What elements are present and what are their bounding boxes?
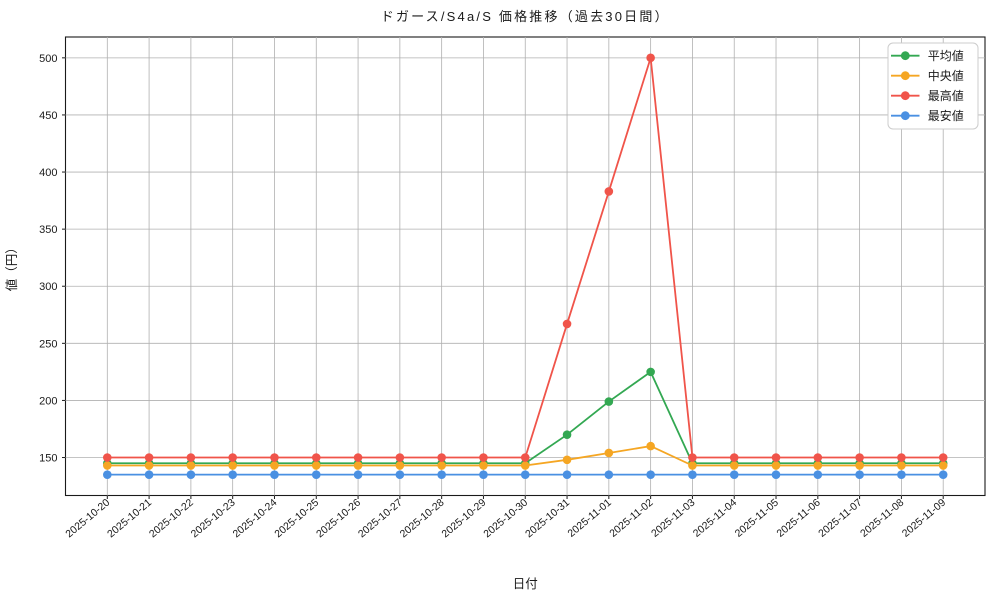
svg-text:300: 300 bbox=[39, 281, 57, 293]
svg-text:ドガース/S4a/S 価格推移（過去30日間）: ドガース/S4a/S 価格推移（過去30日間） bbox=[381, 9, 670, 24]
svg-text:450: 450 bbox=[39, 110, 57, 122]
svg-text:400: 400 bbox=[39, 167, 57, 179]
svg-text:350: 350 bbox=[39, 224, 57, 236]
svg-text:値（円）: 値（円） bbox=[4, 241, 19, 291]
svg-text:250: 250 bbox=[39, 338, 57, 350]
svg-text:150: 150 bbox=[39, 453, 57, 465]
svg-text:200: 200 bbox=[39, 395, 57, 407]
svg-text:平均値: 平均値 bbox=[928, 48, 964, 63]
svg-text:最安値: 最安値 bbox=[928, 108, 964, 123]
svg-text:日付: 日付 bbox=[513, 577, 538, 591]
svg-text:500: 500 bbox=[39, 53, 57, 65]
svg-text:中央値: 中央値 bbox=[928, 68, 964, 83]
svg-text:最高値: 最高値 bbox=[928, 88, 964, 103]
